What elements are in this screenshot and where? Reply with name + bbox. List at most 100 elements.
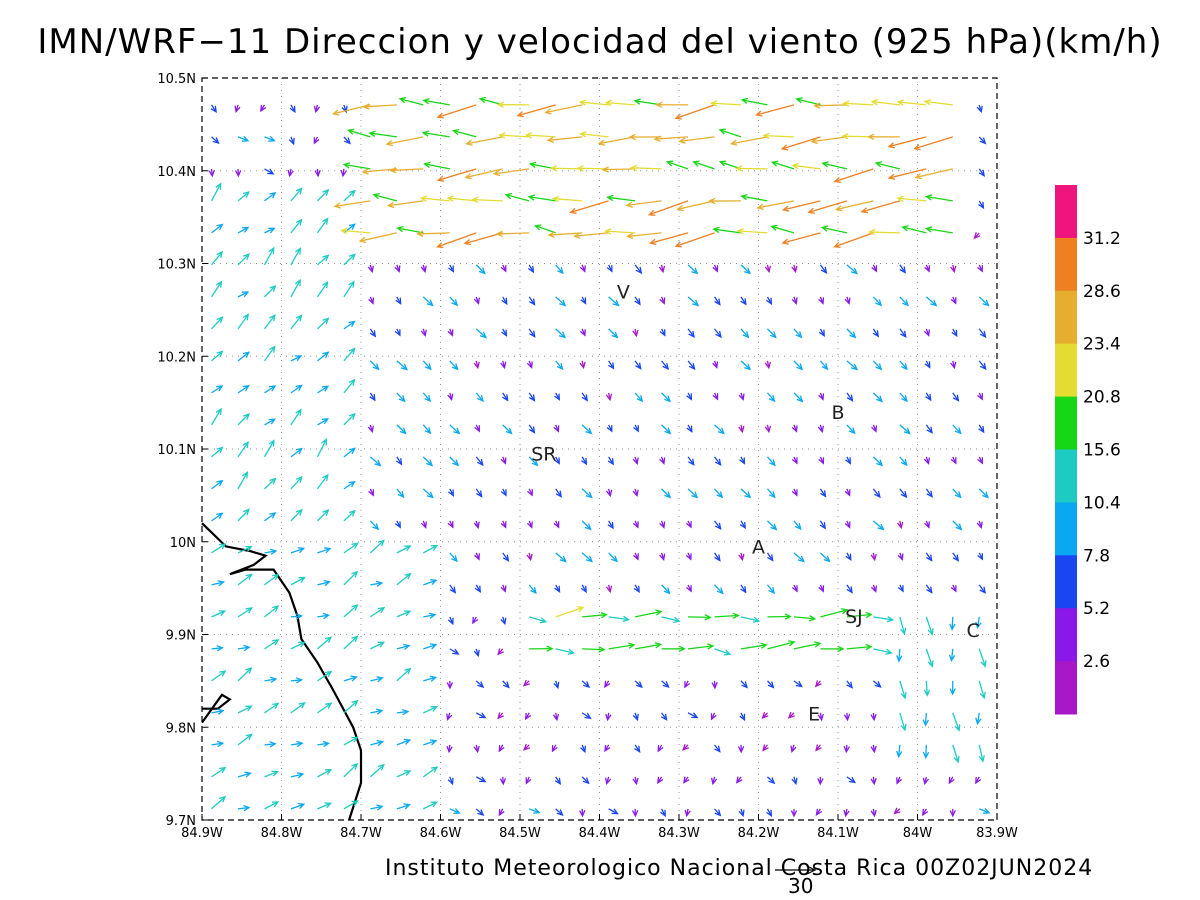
wind-vector-shaft — [925, 100, 953, 106]
wind-vector — [770, 224, 795, 234]
wind-vector-shaft — [792, 164, 821, 170]
wind-vector-head — [404, 572, 412, 580]
wind-vector-head — [691, 267, 699, 275]
location-label-sr: SR — [531, 444, 556, 466]
wind-vector-head — [314, 169, 321, 178]
wind-vector — [498, 808, 505, 817]
wind-vector-shaft — [343, 736, 358, 746]
wind-vector-shaft — [581, 552, 593, 562]
wind-vector-head — [473, 745, 480, 754]
wind-vector — [952, 712, 961, 732]
wind-vector — [544, 104, 583, 115]
wind-vector — [975, 776, 982, 785]
wind-vector — [343, 570, 359, 586]
wind-vector-head — [632, 329, 639, 338]
wind-vector — [924, 264, 931, 273]
wind-vector — [396, 488, 405, 499]
wind-vector-head — [608, 362, 615, 370]
wind-vector-shaft — [517, 104, 556, 117]
wind-vector — [659, 552, 666, 562]
wind-vector — [343, 699, 359, 714]
wind-vector — [394, 264, 401, 273]
wind-vector-head — [533, 224, 542, 231]
wind-vector — [446, 680, 454, 690]
wind-vector — [368, 488, 375, 497]
wind-vector-head — [446, 745, 453, 754]
wind-vector-head — [298, 702, 306, 709]
wind-vector — [423, 706, 438, 714]
wind-vector-head — [219, 795, 227, 803]
wind-vector — [237, 470, 249, 490]
wind-vector-head — [841, 133, 849, 140]
wind-vector-head — [674, 241, 682, 248]
wind-vector-shaft — [675, 104, 715, 119]
wind-vector — [632, 552, 639, 561]
wind-vector — [370, 641, 386, 650]
wind-vector-head — [791, 265, 798, 274]
wind-vector-shaft — [264, 678, 276, 682]
wind-vector — [740, 328, 750, 339]
wind-vector — [362, 103, 397, 110]
wind-vector — [896, 648, 903, 663]
wind-vector — [396, 392, 406, 403]
wind-vector — [264, 418, 277, 426]
wind-vector-shaft — [343, 320, 355, 330]
wind-vector-head — [269, 676, 278, 684]
wind-vector-shaft — [714, 614, 739, 618]
wind-vector-shaft — [263, 247, 275, 266]
wind-vector-head — [975, 621, 982, 630]
wind-vector — [449, 552, 458, 563]
wind-vector-head — [389, 167, 397, 174]
wind-vector — [446, 744, 453, 754]
wind-vector-head — [902, 299, 909, 307]
wind-vector-head — [930, 299, 938, 307]
wind-vector-head — [446, 713, 453, 721]
wind-vector — [579, 328, 586, 337]
wind-vector — [896, 99, 927, 106]
wind-vector-head — [325, 702, 333, 709]
wind-vector — [264, 548, 278, 555]
wind-vector — [818, 328, 825, 337]
wind-vector-head — [271, 770, 279, 777]
wind-vector-shaft — [811, 136, 847, 143]
wind-vector-head — [424, 363, 432, 371]
wind-vector-shaft — [528, 584, 537, 594]
wind-vector-head — [914, 173, 922, 180]
wind-vector-head — [837, 645, 845, 653]
wind-vector-shaft — [264, 385, 276, 394]
wind-vector-head — [926, 426, 933, 434]
wind-vector-head — [764, 425, 772, 434]
wind-vector — [846, 328, 857, 339]
wind-vector — [211, 223, 224, 234]
wind-vector — [925, 424, 933, 434]
wind-vector-shaft — [237, 291, 249, 298]
wind-vector-head — [897, 553, 904, 561]
wind-vector-head — [429, 739, 438, 746]
wind-vector — [422, 456, 434, 467]
wind-vector-shaft — [237, 733, 253, 746]
wind-vector-shaft — [741, 195, 768, 202]
wind-vector-head — [351, 699, 359, 707]
wind-vector-head — [845, 457, 851, 465]
wind-vector-head — [526, 361, 533, 369]
wind-vector-head — [691, 491, 699, 499]
wind-vector-head — [896, 655, 903, 663]
wind-vector — [821, 161, 848, 170]
wind-vector-head — [367, 265, 374, 274]
wind-vector — [396, 708, 410, 716]
wind-vector-shaft — [872, 520, 884, 530]
wind-vector-head — [533, 807, 541, 814]
wind-vector — [449, 296, 459, 307]
wind-vector — [529, 645, 554, 652]
wind-vector — [714, 552, 721, 562]
wind-vector — [422, 360, 432, 371]
wind-vector — [978, 744, 985, 763]
wind-vector — [290, 476, 303, 490]
wind-vector-shaft — [475, 456, 484, 466]
wind-vector-head — [348, 253, 356, 261]
wind-vector-head — [605, 713, 612, 722]
wind-vector-shaft — [766, 584, 775, 594]
wind-vector-head — [321, 385, 330, 392]
wind-vector — [634, 264, 643, 275]
wind-vector-head — [710, 713, 717, 721]
